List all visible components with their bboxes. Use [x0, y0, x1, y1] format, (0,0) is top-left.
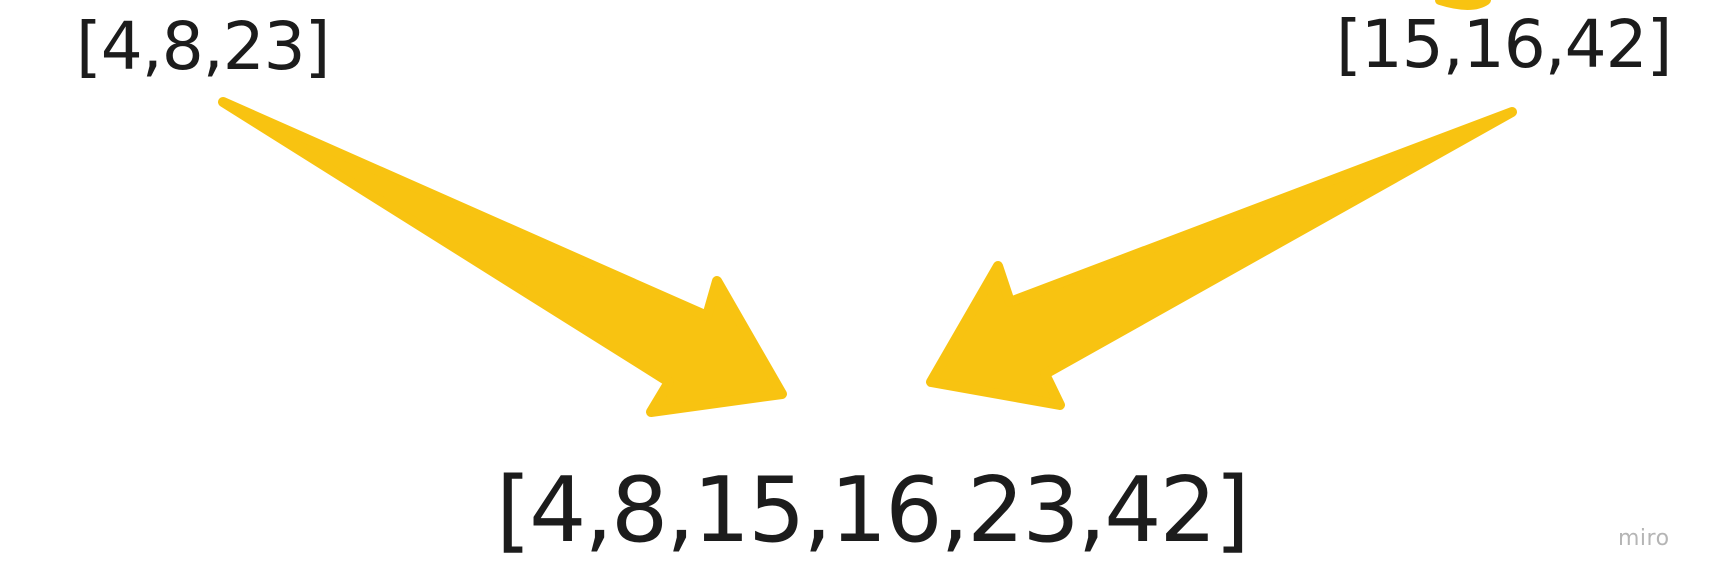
miro-watermark: miro: [1618, 526, 1670, 551]
merged-array-label: [4,8,15,16,23,42]: [496, 458, 1250, 563]
left-array-label: [4,8,23]: [76, 8, 330, 85]
arrow-left-to-merged: [218, 97, 787, 417]
partial-arrow-fragment: [1435, 0, 1491, 10]
arrow-right-to-merged: [926, 107, 1517, 410]
right-array-label: [15,16,42]: [1336, 6, 1672, 83]
